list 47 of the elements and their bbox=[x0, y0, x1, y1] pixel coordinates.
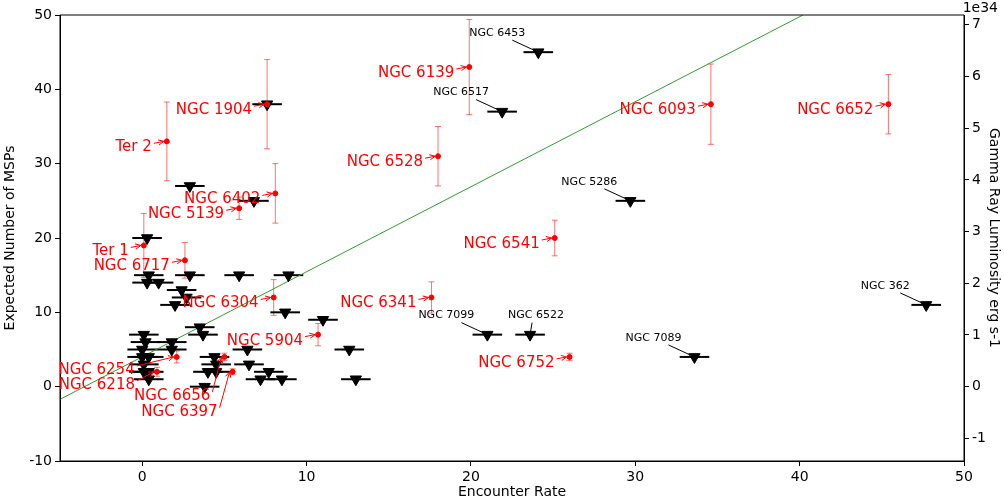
x-axis-title: Encounter Rate bbox=[457, 483, 567, 500]
y-axis-title: Expected Number of MSPs bbox=[1, 145, 18, 331]
y-tick-label: 10 bbox=[34, 302, 52, 319]
x-tick-label: 20 bbox=[462, 468, 480, 485]
y-tick-label: 0 bbox=[43, 377, 52, 394]
annotation: NGC 6517 bbox=[433, 85, 490, 99]
annotation: NGC 6528 bbox=[346, 152, 424, 171]
annotation: NGC 7089 bbox=[625, 330, 682, 344]
annotation: NGC 6397 bbox=[141, 401, 218, 420]
annotation: NGC 6453 bbox=[469, 26, 526, 40]
x-tick-label: 50 bbox=[955, 468, 973, 485]
annotation: NGC 5139 bbox=[147, 204, 225, 223]
annotation: NGC 6341 bbox=[340, 293, 417, 312]
annotation: Ter 2 bbox=[114, 137, 152, 156]
annotation: NGC 5904 bbox=[226, 330, 304, 349]
annotation: NGC 1904 bbox=[175, 100, 253, 119]
y2-tick-label: 0 bbox=[972, 377, 981, 394]
annotation: NGC 6652 bbox=[797, 100, 874, 119]
annotation: NGC 6139 bbox=[378, 62, 455, 81]
x-tick-label: 10 bbox=[297, 468, 316, 485]
y-tick-label: 30 bbox=[34, 154, 52, 171]
y2-tick-label: 6 bbox=[972, 67, 981, 84]
annotation: NGC 6522 bbox=[508, 308, 565, 322]
y2-tick-label: 3 bbox=[972, 222, 981, 239]
y2-axis-title: Gamma Ray Luminosity erg s-1 bbox=[986, 128, 1003, 348]
x-tick-label: 0 bbox=[137, 468, 147, 485]
annotation: NGC 6093 bbox=[619, 100, 696, 119]
y2-tick-label: 4 bbox=[972, 170, 981, 187]
annotation: NGC 5286 bbox=[561, 174, 618, 188]
annotation: NGC 6717 bbox=[93, 256, 170, 275]
annotation: NGC 6752 bbox=[478, 352, 555, 371]
x-tick-label: 40 bbox=[790, 468, 809, 485]
y-tick-label: 40 bbox=[34, 79, 52, 96]
annotation: NGC 6541 bbox=[463, 233, 540, 252]
annotation: NGC 362 bbox=[860, 278, 910, 292]
annotation: NGC 6656 bbox=[134, 385, 211, 404]
y2-tick-label: 7 bbox=[972, 15, 981, 32]
y2-tick-label: 5 bbox=[972, 118, 981, 135]
y2-tick-label: 1 bbox=[972, 325, 981, 342]
y-tick-label: -10 bbox=[29, 451, 52, 468]
annotation: NGC 7099 bbox=[418, 308, 475, 322]
text: 1e34 bbox=[962, 0, 999, 15]
y2-tick-label: -1 bbox=[972, 428, 986, 445]
x-tick-label: 30 bbox=[626, 468, 645, 485]
y2-tick-label: 2 bbox=[972, 273, 981, 290]
y-tick-label: 20 bbox=[34, 228, 52, 245]
y-tick-label: 50 bbox=[34, 5, 52, 22]
